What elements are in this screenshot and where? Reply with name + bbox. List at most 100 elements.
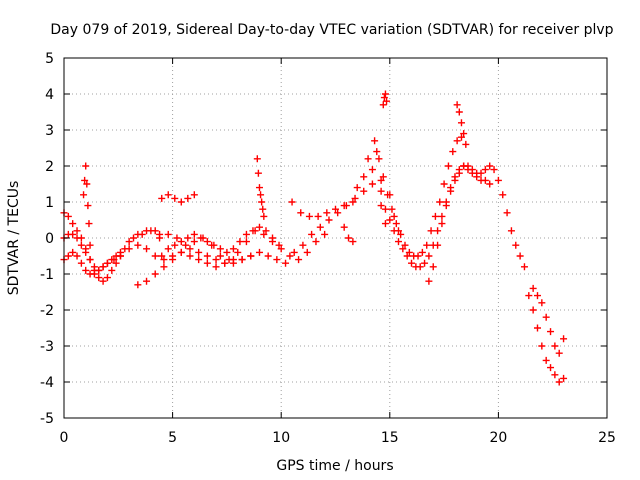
- point-scatter-extra-2: [364, 155, 372, 163]
- point-arc-10-0: [377, 202, 385, 210]
- point-arc-6-12: [236, 238, 244, 246]
- point-arc-9-13: [427, 227, 435, 235]
- point-arc-9-1: [375, 155, 383, 163]
- point-spike-2-6: [260, 212, 268, 220]
- point-spike-2-2: [255, 184, 263, 192]
- point-arc-12-4: [542, 356, 550, 364]
- point-arc-9-20: [457, 133, 465, 141]
- point-arc-4-5: [177, 248, 185, 256]
- point-arc-5-7: [216, 252, 224, 260]
- point-arc-10-7: [408, 259, 416, 267]
- point-scatter-extra-6: [381, 220, 389, 228]
- point-spike-3-3: [383, 97, 391, 105]
- point-arc-6-7: [203, 238, 211, 246]
- point-spike-2-3: [257, 191, 265, 199]
- point-arc-9-10: [414, 252, 422, 260]
- y-tick-label-10: 5: [45, 51, 54, 67]
- point-arc-13-2: [538, 299, 546, 307]
- point-arc-4-6: [186, 245, 194, 253]
- point-scatter-extra-8: [390, 212, 398, 220]
- point-arc-9-21: [462, 140, 470, 148]
- point-arc-10-4: [394, 238, 402, 246]
- point-arc-11-12: [477, 169, 485, 177]
- point-arc-2-21: [151, 227, 159, 235]
- x-tick-label-1: 5: [168, 430, 177, 446]
- point-arc-8-3: [314, 212, 322, 220]
- point-spike-1-3: [83, 180, 91, 188]
- point-arc-1-23: [212, 263, 220, 271]
- point-arc-1-37: [334, 209, 342, 217]
- point-arc-12-6: [551, 371, 559, 379]
- point-scatter-extra-7: [386, 191, 394, 199]
- point-spike-1-5: [85, 220, 93, 228]
- y-tick-label-3: -2: [40, 303, 54, 319]
- point-spike-1-1: [81, 176, 89, 184]
- point-arc-3-11: [108, 256, 116, 264]
- y-tick-label-5: 0: [45, 231, 54, 247]
- series-arc-10: [377, 162, 494, 271]
- point-arc-12-2: [533, 324, 541, 332]
- point-arc-6-2: [171, 241, 179, 249]
- point-spike-2-0: [253, 155, 261, 163]
- point-arc-2-11: [108, 266, 116, 274]
- point-arc-5-18: [312, 238, 320, 246]
- point-arc-8-4: [323, 209, 331, 217]
- point-arc-1-5: [82, 266, 90, 274]
- point-arc-5-0: [156, 234, 164, 242]
- point-spike-3-1: [380, 94, 388, 102]
- point-arc-5-2: [173, 234, 181, 242]
- point-arc-11-1: [429, 263, 437, 271]
- point-arc-1-29: [264, 252, 272, 260]
- point-arc-5-19: [321, 230, 329, 238]
- point-arc-4-8: [203, 252, 211, 260]
- point-arc-9-6: [397, 230, 405, 238]
- point-arc-1-30: [273, 256, 281, 264]
- point-arc-2-1: [64, 212, 72, 220]
- series-spike-1: [80, 162, 94, 249]
- point-arc-3-5: [82, 248, 90, 256]
- point-arc-10-11: [425, 252, 433, 260]
- point-arc-7-2: [171, 194, 179, 202]
- series-arc-9: [371, 133, 470, 260]
- point-arc-6-14: [249, 227, 257, 235]
- point-arc-9-4: [388, 205, 396, 213]
- point-arc-2-8: [95, 274, 103, 282]
- point-arc-5-17: [303, 248, 311, 256]
- point-arc-6-5: [190, 230, 198, 238]
- point-arc-2-3: [73, 227, 81, 235]
- point-arc-11-17: [499, 191, 507, 199]
- point-arc-12-3: [538, 342, 546, 350]
- point-spike-1-2: [82, 162, 90, 170]
- point-arc-1-21: [195, 256, 203, 264]
- series-arc-4: [134, 245, 255, 289]
- point-arc-7-1: [164, 191, 172, 199]
- point-arc-3-4: [77, 241, 85, 249]
- point-arc-4-2: [151, 270, 159, 278]
- point-arc-9-15: [436, 198, 444, 206]
- point-arc-1-22: [203, 259, 211, 267]
- point-spike-2-5: [259, 205, 267, 213]
- point-scatter-extra-3: [368, 166, 376, 174]
- point-arc-4-11: [229, 259, 237, 267]
- point-arc-5-3: [182, 241, 190, 249]
- point-arc-11-19: [507, 227, 515, 235]
- point-scatter-extra-1: [360, 173, 368, 181]
- point-arc-11-4: [442, 202, 450, 210]
- point-arc-6-9: [216, 245, 224, 253]
- plot-frame: [63, 57, 608, 419]
- point-arc-1-39: [351, 194, 359, 202]
- point-scatter-extra-11: [349, 238, 357, 246]
- point-arc-8-1: [297, 209, 305, 217]
- point-arc-11-22: [520, 263, 528, 271]
- point-arc-1-32: [290, 248, 298, 256]
- point-spike-3-2: [381, 90, 389, 98]
- point-arc-11-5: [447, 187, 455, 195]
- point-arc-5-8: [225, 256, 233, 264]
- point-arc-4-3: [160, 263, 168, 271]
- point-scatter-extra-5: [377, 187, 385, 195]
- point-arc-9-11: [418, 248, 426, 256]
- y-tick-label-2: -3: [40, 339, 54, 355]
- point-arc-3-8: [95, 266, 103, 274]
- point-arc-5-15: [286, 252, 294, 260]
